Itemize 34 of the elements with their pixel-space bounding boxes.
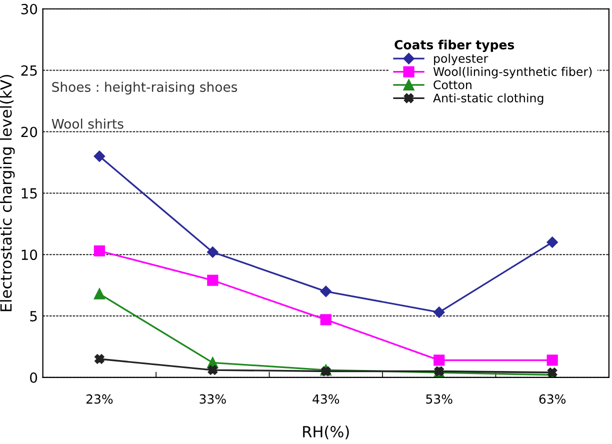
- point: [546, 236, 558, 248]
- y-tick-label: 15: [22, 188, 37, 199]
- x-tick-label: 63%: [539, 394, 566, 404]
- annotation: Shoes : height-raising shoes: [52, 82, 238, 94]
- point: [94, 354, 104, 364]
- point: [94, 150, 106, 162]
- point: [207, 246, 218, 258]
- annotation: Wool shirts: [52, 118, 124, 129]
- point: [207, 274, 218, 286]
- y-tick-label: 25: [21, 65, 37, 76]
- y-tick-label: 5: [30, 311, 37, 322]
- x-tick-label: 43%: [312, 394, 340, 404]
- legend-title: Coats fiber types: [394, 40, 514, 52]
- legend-label: polyester: [434, 54, 488, 66]
- y-axis-title: Electrostatic charging level(kV): [0, 74, 15, 312]
- x-tick-label: 33%: [200, 394, 226, 404]
- point: [94, 288, 106, 300]
- point: [208, 365, 218, 375]
- y-tick-label: 0: [30, 372, 38, 383]
- y-tick-label: 20: [21, 126, 38, 138]
- x-tick-label: 23%: [86, 394, 113, 404]
- point: [546, 354, 558, 366]
- point: [320, 314, 332, 326]
- point: [434, 354, 445, 366]
- y-tick-label: 10: [22, 250, 38, 260]
- legend-label: Cotton: [434, 80, 472, 90]
- x-axis-title: RH(%): [303, 426, 349, 440]
- legend-label: Wool(lining-synthetic fiber): [433, 66, 592, 78]
- legend-label: Anti-static clothing: [433, 93, 544, 105]
- y-tick-label: 30: [21, 4, 38, 14]
- point: [320, 286, 332, 298]
- point: [434, 306, 445, 318]
- x-tick-label: 53%: [426, 394, 452, 404]
- point: [94, 245, 106, 256]
